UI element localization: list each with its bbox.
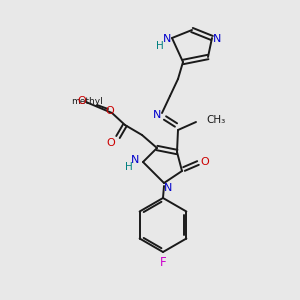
Text: N: N: [153, 110, 161, 120]
Text: O: O: [106, 106, 114, 116]
Text: O: O: [78, 96, 86, 106]
Text: N: N: [131, 155, 139, 165]
Text: CH₃: CH₃: [206, 115, 225, 125]
Text: methyl: methyl: [71, 97, 103, 106]
Text: F: F: [160, 256, 166, 268]
Text: H: H: [125, 162, 133, 172]
Text: N: N: [164, 183, 172, 193]
Text: O: O: [201, 157, 209, 167]
Text: O: O: [106, 138, 116, 148]
Text: N: N: [213, 34, 221, 44]
Text: N: N: [163, 34, 171, 44]
Text: H: H: [156, 41, 164, 51]
